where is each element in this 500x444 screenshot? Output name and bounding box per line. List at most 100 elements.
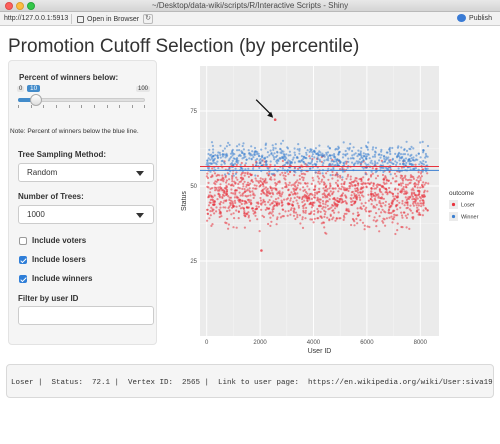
loser-point — [365, 206, 368, 209]
loser-point — [423, 189, 426, 192]
loser-point — [222, 180, 225, 183]
winner-point — [247, 149, 250, 152]
refresh-button[interactable]: ↻ — [143, 14, 153, 24]
winner-point — [286, 170, 289, 173]
open-in-browser-button[interactable]: Open in Browser — [77, 14, 139, 24]
include-losers-checkbox[interactable]: Include losers — [19, 255, 86, 264]
loser-point — [400, 214, 404, 217]
winner-point — [272, 148, 275, 151]
loser-point — [227, 227, 230, 230]
loser-point — [396, 214, 399, 217]
loser-point — [414, 185, 417, 188]
loser-point — [302, 209, 305, 212]
loser-point — [290, 207, 293, 210]
loser-point — [375, 212, 378, 215]
loser-point — [280, 193, 283, 196]
loser-point — [302, 186, 305, 189]
winner-point — [341, 156, 345, 159]
winner-point — [391, 158, 394, 161]
loser-point — [374, 199, 377, 202]
loser-point — [258, 185, 261, 188]
winner-point — [260, 159, 264, 162]
loser-point — [292, 200, 295, 203]
loser-point — [226, 210, 229, 213]
loser-point — [252, 187, 255, 190]
loser-point — [220, 215, 223, 218]
loser-point — [323, 192, 326, 195]
loser-point — [313, 213, 316, 216]
loser-point — [302, 176, 305, 179]
loser-point — [385, 188, 388, 191]
loser-point — [340, 201, 343, 204]
winner-point — [388, 150, 392, 153]
loser-point — [354, 187, 357, 190]
winner-point — [344, 149, 347, 153]
winner-point — [376, 162, 379, 165]
zoom-window-button[interactable] — [27, 2, 35, 10]
num-trees-select[interactable]: 1000 — [18, 205, 154, 224]
winner-point — [392, 162, 395, 166]
loser-point — [210, 175, 213, 179]
winner-point — [272, 146, 275, 149]
winner-point — [346, 147, 349, 150]
winner-point — [207, 157, 210, 160]
winner-point — [397, 167, 400, 170]
loser-point — [321, 196, 325, 199]
winner-point — [216, 156, 219, 159]
loser-point — [422, 209, 425, 212]
loser-point — [321, 207, 324, 210]
loser-point — [404, 183, 408, 186]
loser-point — [378, 183, 382, 186]
winner-point — [382, 166, 385, 169]
loser-point — [211, 187, 214, 190]
winner-point — [384, 158, 387, 161]
tree-method-select[interactable]: Random — [18, 163, 154, 182]
winner-point — [269, 160, 272, 163]
loser-point — [293, 208, 296, 211]
loser-point — [326, 188, 329, 191]
loser-point — [345, 212, 348, 215]
checkbox-unchecked-icon — [19, 236, 27, 245]
loser-point — [313, 194, 316, 197]
refresh-icon: ↻ — [145, 15, 151, 22]
loser-point — [414, 194, 417, 197]
winner-point — [405, 149, 409, 152]
loser-point — [381, 193, 384, 196]
close-window-button[interactable] — [5, 2, 13, 10]
user-id-filter-input[interactable] — [18, 306, 154, 325]
winner-point — [389, 173, 392, 176]
loser-point — [324, 206, 327, 209]
loser-point — [214, 183, 217, 186]
loser-point — [379, 197, 382, 200]
winner-point — [407, 153, 410, 156]
loser-point — [213, 194, 216, 197]
publish-button[interactable]: Publish — [457, 14, 492, 22]
loser-point — [220, 187, 223, 190]
loser-point — [331, 177, 334, 180]
minimize-window-button[interactable] — [16, 2, 24, 10]
loser-point — [254, 177, 257, 180]
status-scatter-plot[interactable]: 0 2000 4000 6000 8000 25 50 75 User ID Status o… — [165, 62, 495, 362]
include-winners-checkbox[interactable]: Include winners — [19, 274, 92, 283]
loser-point — [328, 198, 331, 201]
loser-point — [388, 212, 391, 215]
loser-point — [389, 182, 393, 185]
winner-point — [304, 146, 307, 149]
include-voters-checkbox[interactable]: Include voters — [19, 236, 86, 245]
loser-point — [396, 188, 400, 191]
loser-point — [260, 208, 263, 211]
winner-point — [293, 161, 296, 164]
winner-point — [255, 164, 258, 167]
percentile-slider-handle[interactable] — [30, 94, 42, 106]
loser-point — [280, 199, 283, 202]
winner-point — [313, 150, 316, 153]
loser-point — [325, 172, 328, 175]
chevron-down-icon — [136, 213, 144, 218]
winner-point — [243, 154, 246, 157]
loser-point — [235, 226, 238, 229]
loser-point — [259, 177, 262, 180]
loser-point — [376, 174, 379, 177]
loser-point — [207, 194, 211, 197]
loser-point — [213, 203, 216, 206]
loser-point — [355, 177, 358, 180]
